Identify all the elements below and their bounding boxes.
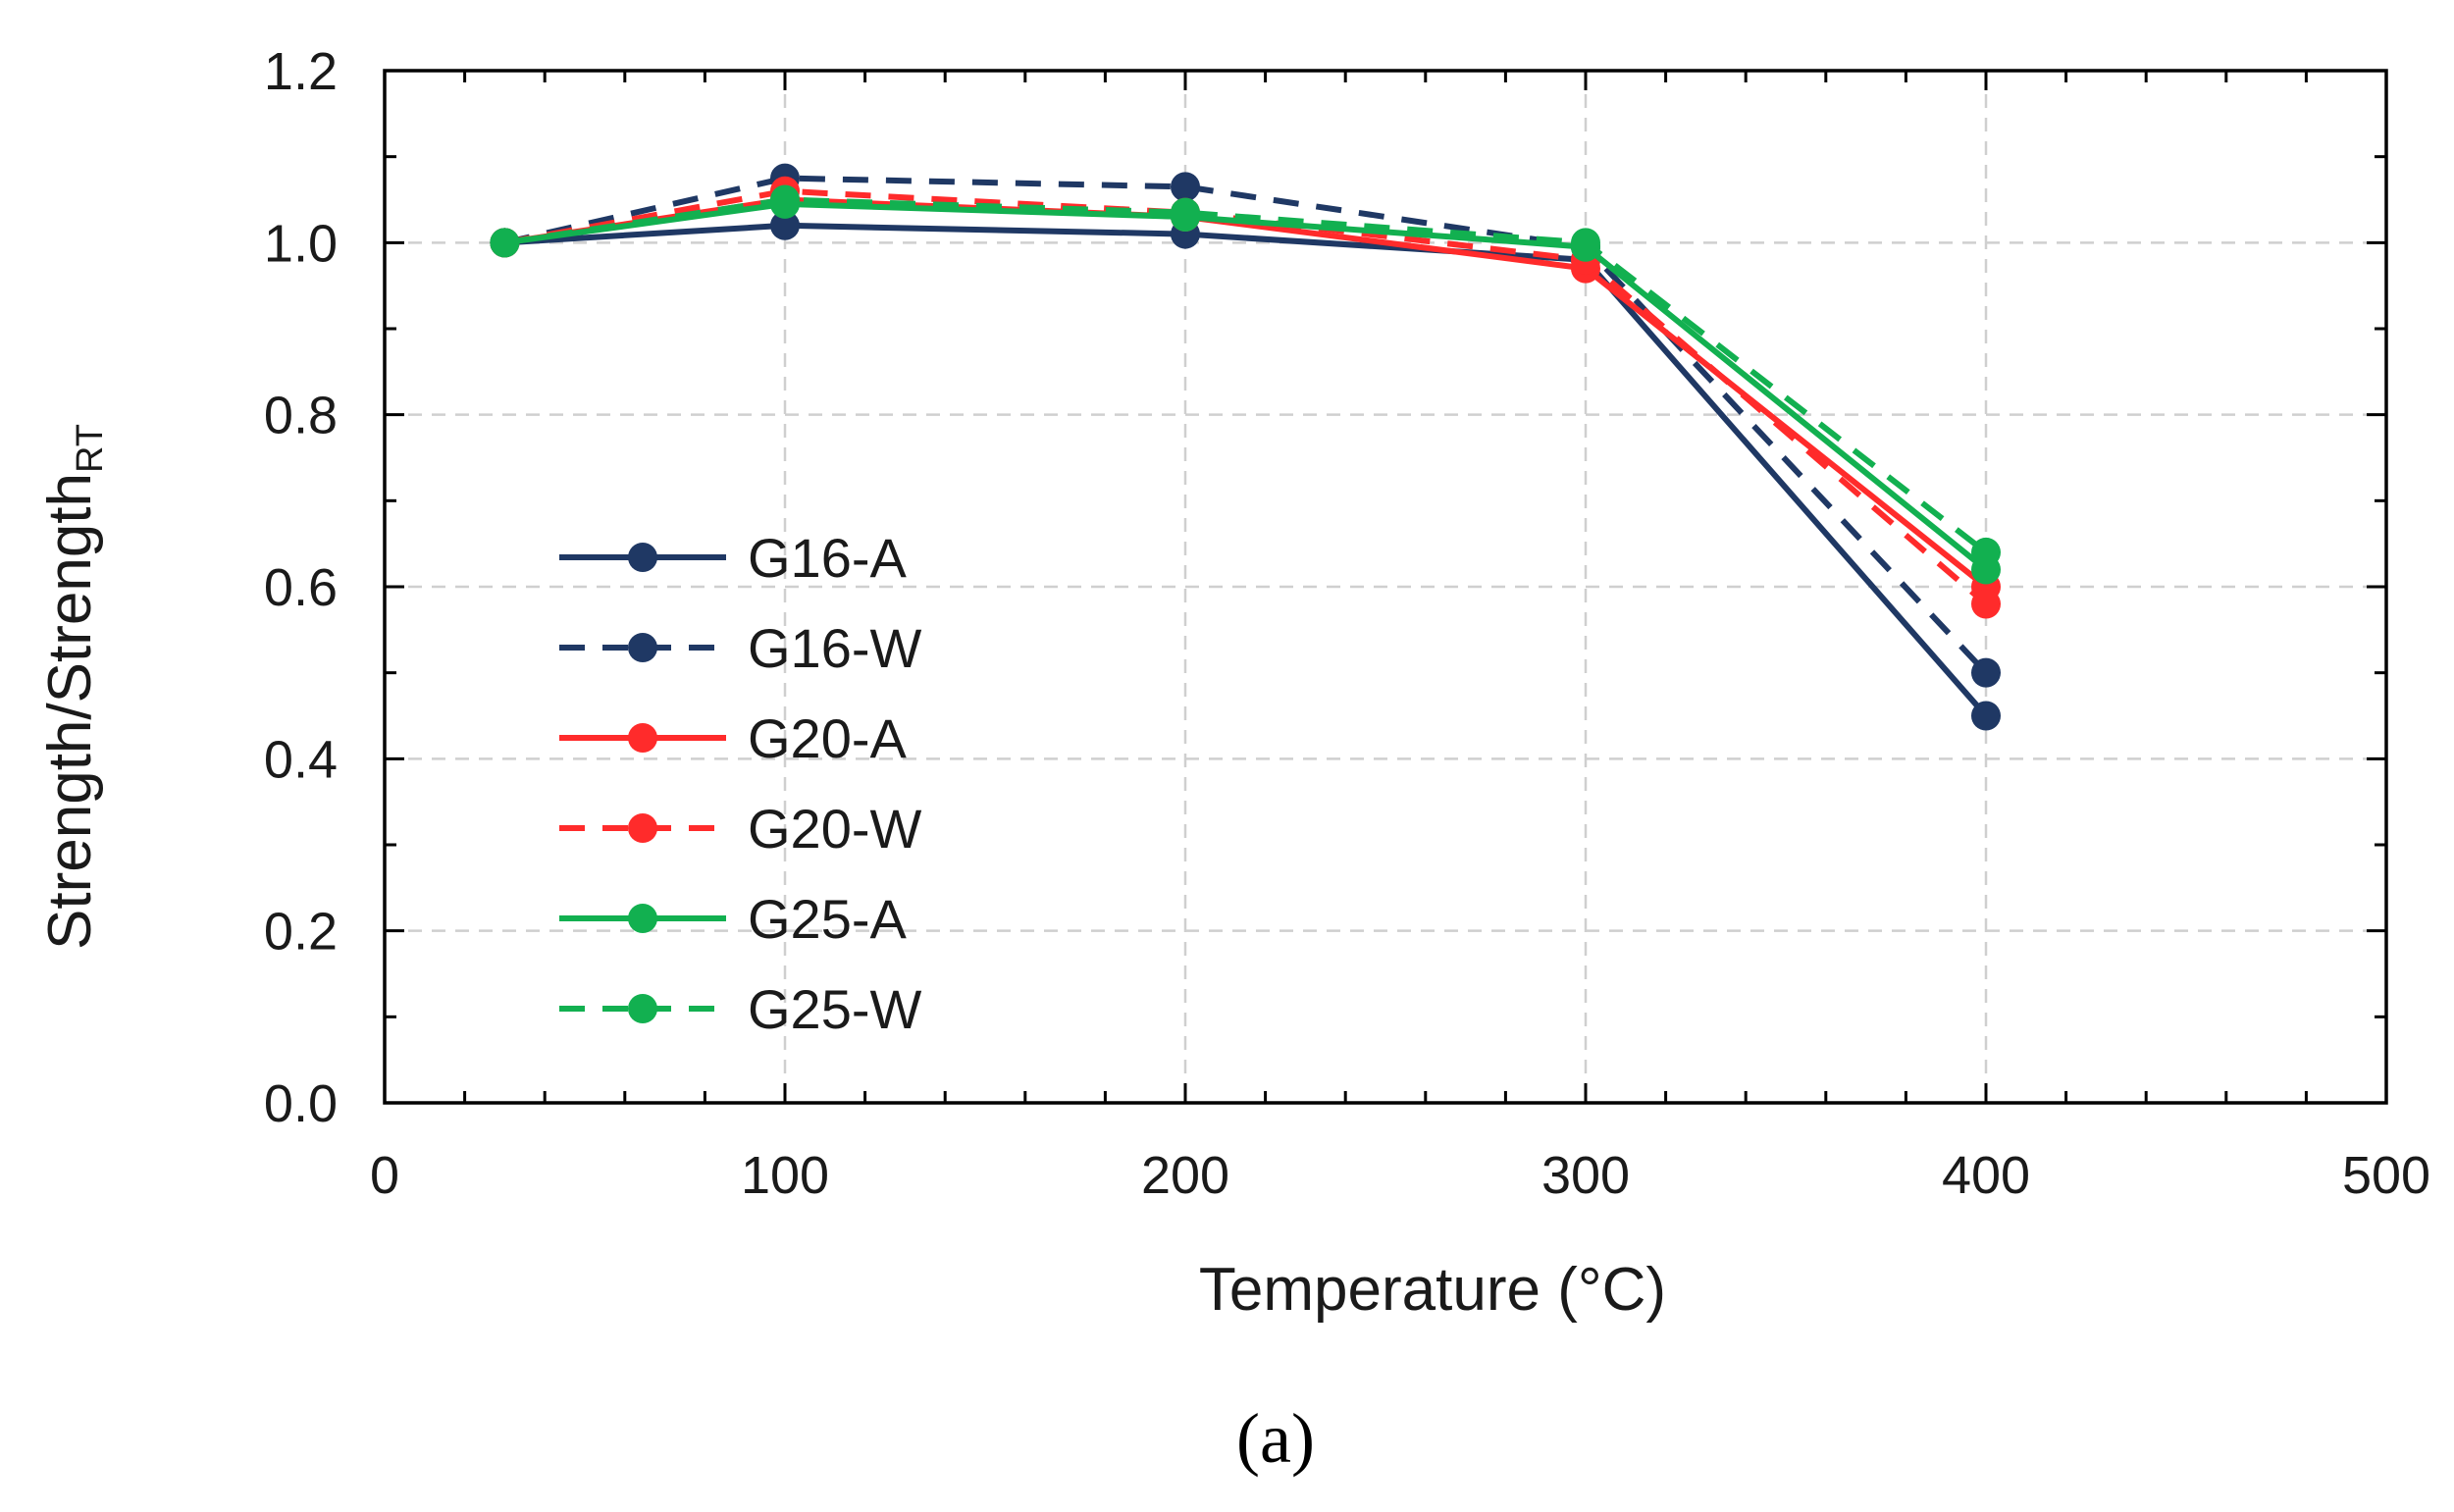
legend-item-G20-A: G20-A <box>559 707 907 769</box>
data-point <box>1971 589 2001 619</box>
y-tick-label: 0.0 <box>264 1074 338 1133</box>
legend-marker <box>628 994 657 1023</box>
legend-label: G20-A <box>748 707 907 769</box>
figure-caption: (a) <box>1236 1399 1315 1478</box>
legend-label: G25-W <box>748 978 921 1040</box>
y-tick-labels: 0.0 0.2 0.4 0.6 0.8 1.0 1.2 <box>264 42 338 1133</box>
data-point <box>490 228 520 258</box>
legend-marker <box>628 813 657 843</box>
legend-label: G20-W <box>748 798 921 860</box>
legend-label: G16-A <box>748 527 907 589</box>
series-layer <box>490 163 2001 731</box>
legend-marker <box>628 723 657 753</box>
legend-marker <box>628 543 657 572</box>
y-tick-label: 0.2 <box>264 903 338 962</box>
legend-item-G20-W: G20-W <box>559 798 921 860</box>
y-tick-label: 0.6 <box>264 558 338 617</box>
y-tick-label: 1.0 <box>264 214 338 273</box>
y-axis-title: Strength/StrengthRT <box>36 424 111 950</box>
y-axis-title-main: Strength/Strength <box>36 473 104 950</box>
x-tick-label: 200 <box>1141 1146 1229 1205</box>
data-point <box>1971 537 2001 567</box>
data-point <box>1171 172 1200 202</box>
legend-marker <box>628 633 657 662</box>
legend-item-G25-W: G25-W <box>559 978 921 1040</box>
series-G25-A <box>490 188 2001 585</box>
x-tick-labels: 0 100 200 300 400 500 <box>370 1146 2430 1205</box>
data-point <box>1971 657 2001 688</box>
legend-label: G16-W <box>748 617 921 679</box>
series-line <box>504 222 1989 718</box>
legend-item-G16-W: G16-W <box>559 617 921 679</box>
axis-ticks <box>383 69 2388 1105</box>
legend-item-G16-A: G16-A <box>559 527 907 589</box>
y-axis-title-subscript: RT <box>70 424 111 473</box>
data-point <box>1171 197 1200 228</box>
x-tick-label: 500 <box>2342 1146 2430 1205</box>
data-point <box>1971 701 2001 731</box>
legend: G16-A G16-W G20-A G20-W G25-A G25-W <box>559 527 921 1040</box>
x-axis-title: Temperature (°C) <box>1199 1256 1666 1324</box>
data-point <box>1571 228 1600 258</box>
series-line <box>503 187 1988 606</box>
series-G16-A <box>490 210 2001 731</box>
legend-label: G25-A <box>748 888 907 950</box>
x-tick-label: 0 <box>370 1146 399 1205</box>
x-tick-label: 300 <box>1541 1146 1630 1205</box>
legend-item-G25-A: G25-A <box>559 888 907 950</box>
series-line <box>503 196 1988 555</box>
data-point <box>770 184 800 215</box>
series-line <box>503 200 1988 572</box>
x-tick-label: 400 <box>1942 1146 2030 1205</box>
y-tick-label: 1.2 <box>264 42 338 101</box>
series-G20-A <box>490 184 2001 601</box>
series-line <box>503 175 1989 675</box>
series-G25-W <box>490 184 2001 567</box>
x-tick-label: 100 <box>741 1146 829 1205</box>
y-tick-label: 0.4 <box>264 730 338 789</box>
y-tick-label: 0.8 <box>264 387 338 445</box>
data-point <box>770 210 800 240</box>
legend-marker <box>628 904 657 933</box>
